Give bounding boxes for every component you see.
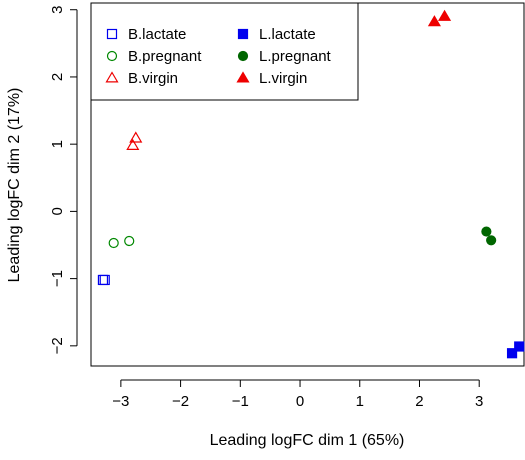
legend-label: B.virgin: [128, 70, 178, 87]
x-tick-label: −3: [112, 393, 129, 410]
data-point-b-virgin: [129, 131, 143, 143]
data-point-l-pregnant: [486, 235, 497, 246]
y-tick-label: 0: [49, 207, 66, 215]
data-point-l-lactate: [506, 348, 518, 359]
x-axis: −3 −2 −1 0 1 2 3: [112, 379, 483, 410]
x-axis-title: Leading logFC dim 1 (65%): [210, 432, 405, 449]
y-tick-label: 3: [49, 6, 66, 14]
x-tick-label: −1: [232, 393, 249, 410]
data-point-l-virgin: [438, 9, 452, 21]
x-tick-label: 0: [296, 393, 304, 410]
x-tick-label: 1: [356, 393, 364, 410]
data-point-l-pregnant: [481, 226, 492, 237]
x-tick-label: 3: [475, 393, 483, 410]
legend: B.lactate B.pregnant B.virgin L.lactate L.pr…: [90, 2, 359, 101]
legend-label: B.lactate: [128, 26, 186, 43]
legend-box: [90, 2, 359, 101]
x-tick-label: −2: [172, 393, 189, 410]
legend-marker: [237, 50, 249, 62]
legend-label: B.pregnant: [128, 48, 202, 65]
y-tick-label: −1: [49, 270, 66, 287]
y-tick-label: −2: [49, 337, 66, 354]
legend-label: L.virgin: [259, 70, 307, 87]
legend-label: L.lactate: [259, 26, 316, 43]
data-point-b-pregnant: [108, 237, 119, 249]
data-point-b-virgin: [126, 138, 140, 150]
legend-marker: [106, 28, 118, 40]
data-points: [97, 9, 525, 359]
data-point-b-pregnant: [124, 235, 135, 247]
data-point-b-lactate: [99, 274, 110, 286]
x-tick-label: 2: [415, 393, 423, 410]
data-point-l-virgin: [427, 15, 441, 27]
legend-marker: [105, 71, 119, 83]
legend-marker: [237, 28, 249, 40]
legend-marker: [236, 71, 250, 83]
data-point-l-lactate: [514, 341, 525, 352]
y-axis-title: Leading logFC dim 2 (17%): [6, 88, 23, 283]
y-tick-label: 1: [49, 140, 66, 148]
legend-marker: [106, 50, 118, 62]
y-axis: −2 −1 0 1 2 3: [49, 6, 78, 354]
y-tick-label: 2: [49, 73, 66, 81]
legend-label: L.pregnant: [259, 48, 332, 65]
